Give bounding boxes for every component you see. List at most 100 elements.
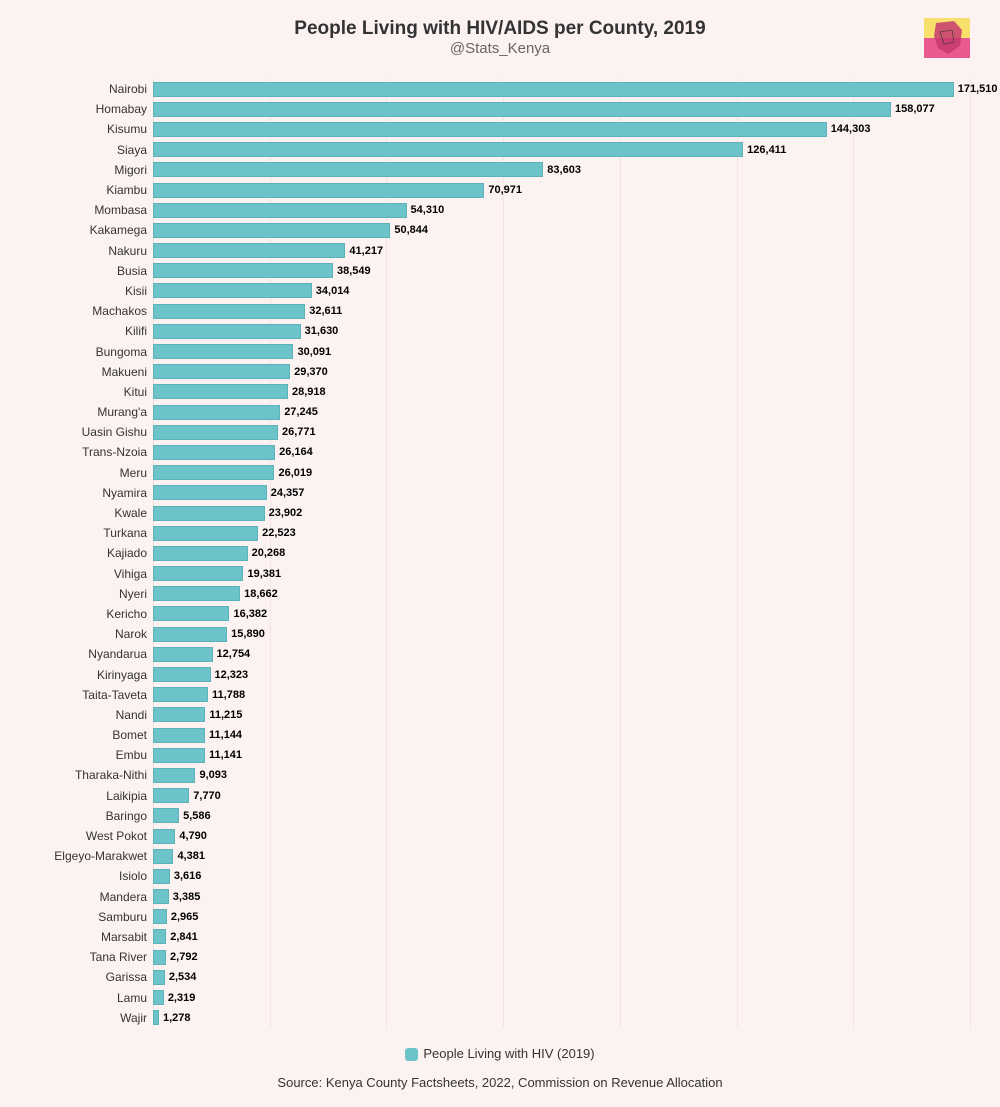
bar: 26,019 <box>153 465 274 480</box>
bar-value-label: 18,662 <box>244 588 278 600</box>
bar-row: Nakuru41,217 <box>30 241 970 261</box>
bar-track: 4,381 <box>153 846 970 866</box>
chart-subtitle: @Stats_Kenya <box>30 40 970 57</box>
bar: 144,303 <box>153 122 827 137</box>
bar-value-label: 41,217 <box>349 245 383 257</box>
y-axis-label: Kwale <box>30 506 153 520</box>
y-axis-label: Samburu <box>30 910 153 924</box>
y-axis-label: Meru <box>30 466 153 480</box>
y-axis-label: Makueni <box>30 365 153 379</box>
legend-swatch <box>405 1048 418 1061</box>
bar-value-label: 20,268 <box>252 547 286 559</box>
bar-track: 83,603 <box>153 160 970 180</box>
bar-value-label: 28,918 <box>292 386 326 398</box>
bar: 2,792 <box>153 950 166 965</box>
bar-value-label: 26,771 <box>282 426 316 438</box>
bar: 70,971 <box>153 183 484 198</box>
bar: 26,771 <box>153 425 278 440</box>
bar: 5,586 <box>153 808 179 823</box>
bar-track: 18,662 <box>153 584 970 604</box>
bar-row: Kirinyaga12,323 <box>30 664 970 684</box>
bar-track: 2,841 <box>153 927 970 947</box>
bar: 34,014 <box>153 283 312 298</box>
legend: People Living with HIV (2019) <box>30 1046 970 1061</box>
bar-track: 4,790 <box>153 826 970 846</box>
bar-value-label: 2,534 <box>169 971 197 983</box>
bar: 7,770 <box>153 788 189 803</box>
bar-row: Homabay158,077 <box>30 99 970 119</box>
y-axis-label: Lamu <box>30 991 153 1005</box>
y-axis-label: Tana River <box>30 950 153 964</box>
bar-track: 5,586 <box>153 806 970 826</box>
bar-track: 38,549 <box>153 261 970 281</box>
bar-row: Nyeri18,662 <box>30 584 970 604</box>
bar: 11,141 <box>153 748 205 763</box>
bar-track: 11,141 <box>153 745 970 765</box>
y-axis-label: Embu <box>30 748 153 762</box>
bar-track: 30,091 <box>153 341 970 361</box>
bar: 29,370 <box>153 364 290 379</box>
bar-track: 20,268 <box>153 543 970 563</box>
bar-track: 11,215 <box>153 705 970 725</box>
bar-value-label: 12,754 <box>217 648 251 660</box>
y-axis-label: Kericho <box>30 607 153 621</box>
bar: 11,215 <box>153 707 205 722</box>
bar: 30,091 <box>153 344 293 359</box>
y-axis-label: Narok <box>30 627 153 641</box>
bar-row: Vihiga19,381 <box>30 564 970 584</box>
bar: 2,841 <box>153 929 166 944</box>
y-axis-label: Bungoma <box>30 345 153 359</box>
bar: 27,245 <box>153 405 280 420</box>
bar-track: 32,611 <box>153 301 970 321</box>
bar-row: Embu11,141 <box>30 745 970 765</box>
y-axis-label: Nyandarua <box>30 647 153 661</box>
bar-value-label: 23,902 <box>269 507 303 519</box>
bar-row: Meru26,019 <box>30 463 970 483</box>
bar-track: 23,902 <box>153 503 970 523</box>
y-axis-label: Vihiga <box>30 567 153 581</box>
bar-track: 70,971 <box>153 180 970 200</box>
bar-track: 126,411 <box>153 140 970 160</box>
bar-track: 12,323 <box>153 664 970 684</box>
bar-value-label: 3,385 <box>173 891 201 903</box>
bar-row: Murang'a27,245 <box>30 402 970 422</box>
y-axis-label: Baringo <box>30 809 153 823</box>
bar-row: Lamu2,319 <box>30 987 970 1007</box>
bar: 23,902 <box>153 506 265 521</box>
bar-row: Mombasa54,310 <box>30 200 970 220</box>
bar: 28,918 <box>153 384 288 399</box>
bar-track: 22,523 <box>153 523 970 543</box>
bar-row: Elgeyo-Marakwet4,381 <box>30 846 970 866</box>
bar-row: Tharaka-Nithi9,093 <box>30 765 970 785</box>
bar-value-label: 83,603 <box>547 164 581 176</box>
bar-value-label: 2,841 <box>170 931 198 943</box>
bar-track: 144,303 <box>153 119 970 139</box>
y-axis-label: Nyeri <box>30 587 153 601</box>
bar-value-label: 50,844 <box>394 224 428 236</box>
bar: 2,319 <box>153 990 164 1005</box>
bar-row: Kiambu70,971 <box>30 180 970 200</box>
bar: 2,534 <box>153 970 165 985</box>
bar: 20,268 <box>153 546 248 561</box>
bar: 126,411 <box>153 142 743 157</box>
y-axis-label: Isiolo <box>30 869 153 883</box>
bar-row: Mandera3,385 <box>30 887 970 907</box>
y-axis-label: Machakos <box>30 304 153 318</box>
chart-title: People Living with HIV/AIDS per County, … <box>30 18 970 40</box>
bar-row: Machakos 32,611 <box>30 301 970 321</box>
bar-track: 2,319 <box>153 987 970 1007</box>
bar: 24,357 <box>153 485 267 500</box>
bar-value-label: 24,357 <box>271 487 305 499</box>
bar-row: Nyamira24,357 <box>30 483 970 503</box>
bar: 18,662 <box>153 586 240 601</box>
bar-value-label: 26,019 <box>278 467 312 479</box>
bar-row: Nairobi171,510 <box>30 79 970 99</box>
bar-value-label: 32,611 <box>309 305 342 317</box>
bar-value-label: 4,790 <box>179 830 207 842</box>
bar: 4,381 <box>153 849 173 864</box>
bar-track: 28,918 <box>153 382 970 402</box>
y-axis-label: Homabay <box>30 102 153 116</box>
bar-track: 158,077 <box>153 99 970 119</box>
y-axis-label: Bomet <box>30 728 153 742</box>
bar-row: Nyandarua 12,754 <box>30 644 970 664</box>
